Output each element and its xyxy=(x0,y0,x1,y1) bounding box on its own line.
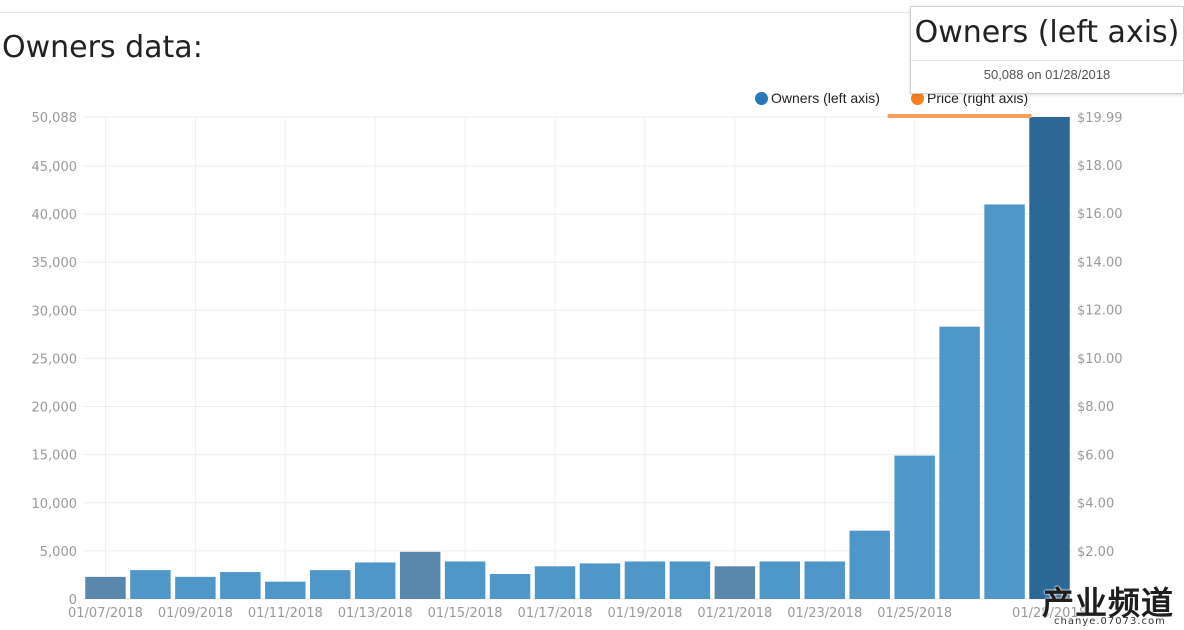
legend-label-price: Price (right axis) xyxy=(927,90,1029,106)
x-tick-label: 01/21/2018 xyxy=(697,606,772,621)
owners-bar-01-08-2018 xyxy=(130,570,171,599)
legend-label-owners: Owners (left axis) xyxy=(771,90,880,106)
x-tick-label: 01/07/2018 xyxy=(68,606,143,621)
owners-bar-01-15-2018 xyxy=(444,561,486,599)
owners-bar-01-20-2018 xyxy=(669,561,711,599)
owners-bar-01-28-2018 xyxy=(1029,117,1070,599)
y-left-tick-label: 35,000 xyxy=(32,256,78,271)
owners-bar-01-10-2018 xyxy=(220,572,261,599)
y-left-tick-label: 40,000 xyxy=(32,208,78,223)
watermark-main: 产业频道 xyxy=(1042,584,1175,622)
page-title: Owners data: xyxy=(2,30,203,65)
y-left-tick-label: 25,000 xyxy=(32,352,78,367)
y-left-tick-label: 20,000 xyxy=(32,401,78,416)
y-right-tick-label: $4.00 xyxy=(1077,497,1114,512)
y-right-tick-label: $2.00 xyxy=(1077,545,1114,560)
y-left-tick-label: 5,000 xyxy=(40,545,77,560)
watermark-logo: 产业频道 chanye.07073.com xyxy=(1040,578,1180,628)
legend-dot-owners-icon xyxy=(755,91,768,105)
y-right-tick-label: $19.99 xyxy=(1077,111,1123,126)
x-tick-label: 01/15/2018 xyxy=(428,606,503,621)
x-tick-label: 01/13/2018 xyxy=(338,606,413,621)
owners-bar-01-18-2018 xyxy=(579,563,621,599)
owners-bar-01-16-2018 xyxy=(489,573,531,599)
owners-bar-01-21-2018 xyxy=(714,566,756,599)
y-left-tick-label: 10,000 xyxy=(32,497,78,512)
y-left-tick-label: 30,000 xyxy=(32,304,78,319)
tooltip-divider xyxy=(911,60,1183,61)
x-tick-label: 01/09/2018 xyxy=(158,606,233,621)
top-divider xyxy=(0,12,1184,13)
y-right-tick-label: $8.00 xyxy=(1077,400,1114,415)
y-right-tick-label: $12.00 xyxy=(1077,304,1123,319)
y-left-tick-label: 15,000 xyxy=(32,449,78,464)
x-tick-label: 01/25/2018 xyxy=(877,606,952,621)
y-right-tick-label: $10.00 xyxy=(1077,352,1123,367)
owners-bar-01-13-2018 xyxy=(354,562,396,599)
owners-bar-01-19-2018 xyxy=(624,561,666,599)
owners-bar-01-25-2018 xyxy=(894,455,935,599)
owners-bar-01-09-2018 xyxy=(175,576,216,599)
owners-bar-01-07-2018 xyxy=(85,576,126,599)
owners-bar-01-17-2018 xyxy=(534,566,576,599)
legend-dot-price-icon xyxy=(911,91,924,105)
owners-bar-01-24-2018 xyxy=(849,530,890,599)
legend-item-price[interactable]: Price (right axis) xyxy=(911,90,1028,106)
x-tick-label: 01/28/2018 xyxy=(1012,606,1087,621)
x-tick-label: 01/23/2018 xyxy=(787,606,862,621)
y-right-tick-label: $16.00 xyxy=(1077,207,1123,222)
owners-bar-01-22-2018 xyxy=(759,561,801,599)
chart-tooltip: Owners (left axis) 50,088 on 01/28/2018 xyxy=(910,6,1184,94)
watermark-sub: chanye.07073.com xyxy=(1054,616,1166,627)
x-tick-label: 01/19/2018 xyxy=(607,606,682,621)
legend-item-owners[interactable]: Owners (left axis) xyxy=(755,90,880,106)
x-tick-label: 01/17/2018 xyxy=(518,606,593,621)
y-right-tick-label: $18.00 xyxy=(1077,159,1123,174)
y-left-tick-label: 0 xyxy=(69,593,77,608)
owners-bar-01-11-2018 xyxy=(265,581,306,599)
y-right-tick-label: $14.00 xyxy=(1077,255,1123,270)
tooltip-title: Owners (left axis) xyxy=(914,15,1180,50)
y-left-tick-label: 50,088 xyxy=(32,111,78,126)
owners-bar-01-27-2018 xyxy=(984,204,1025,599)
x-tick-label: 01/11/2018 xyxy=(248,606,323,621)
y-right-tick-label: $6.00 xyxy=(1077,448,1114,463)
owners-bar-01-14-2018 xyxy=(399,551,441,599)
y-left-tick-label: 45,000 xyxy=(32,160,78,175)
owners-bar-01-23-2018 xyxy=(804,561,845,599)
owners-bar-01-26-2018 xyxy=(939,326,980,599)
tooltip-value: 50,088 on 01/28/2018 xyxy=(983,67,1111,82)
owners-bar-01-12-2018 xyxy=(310,570,351,599)
